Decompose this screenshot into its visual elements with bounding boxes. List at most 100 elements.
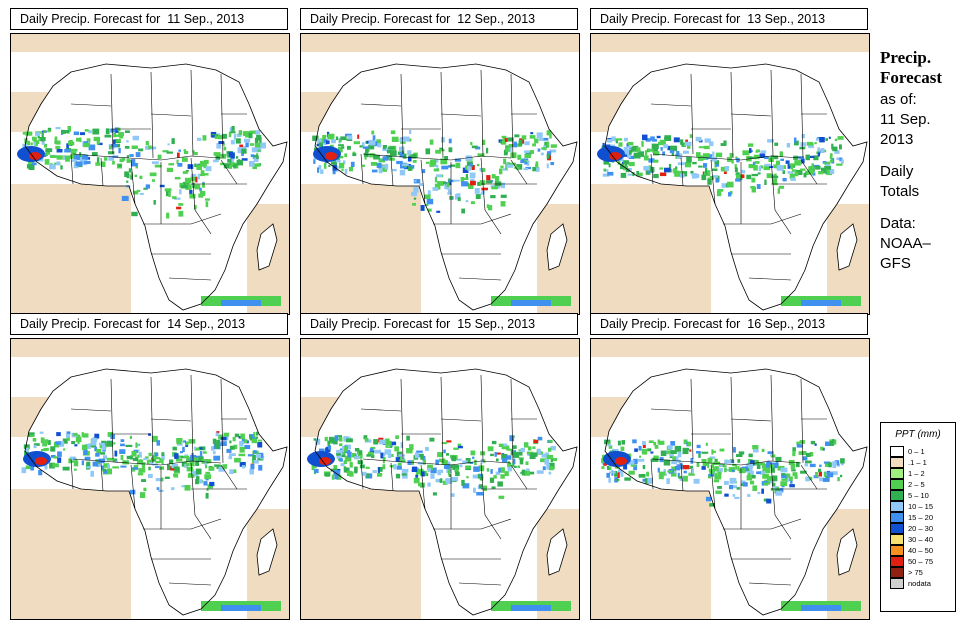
light-precip-area xyxy=(591,34,869,52)
legend-item: 2 – 5 xyxy=(890,479,955,490)
precip-cell xyxy=(32,136,37,141)
precip-cell xyxy=(204,474,212,480)
legend-label: 10 – 15 xyxy=(908,502,934,511)
country-border xyxy=(390,157,394,187)
precip-cell xyxy=(253,450,257,454)
precip-cell xyxy=(406,435,410,441)
precip-cell xyxy=(836,163,843,166)
precip-cell xyxy=(204,173,209,176)
precip-cell xyxy=(100,452,106,455)
precip-cell xyxy=(229,469,234,475)
precip-cell xyxy=(712,450,717,453)
precip-cell xyxy=(642,441,646,445)
precip-cell xyxy=(742,150,750,156)
precip-cell xyxy=(818,171,824,175)
precip-cell xyxy=(426,198,434,205)
legend-item: 5 – 10 xyxy=(890,490,955,501)
precip-cell xyxy=(96,463,101,468)
precip-cell xyxy=(401,470,408,475)
precip-cell xyxy=(839,157,843,162)
precip-cell xyxy=(200,160,207,167)
precip-cell xyxy=(252,454,256,460)
precip-cell xyxy=(732,463,737,467)
precip-cell xyxy=(840,458,845,464)
precip-cell xyxy=(435,459,439,465)
precip-cell xyxy=(716,468,723,472)
country-border xyxy=(100,462,104,492)
precip-cell xyxy=(705,168,708,174)
precip-cell xyxy=(75,436,82,442)
precip-cell xyxy=(794,140,799,146)
precip-cell xyxy=(366,140,370,144)
precip-cell xyxy=(145,146,151,150)
precip-cell xyxy=(764,179,767,185)
precip-cell xyxy=(47,127,52,132)
precip-cell xyxy=(675,166,678,169)
precip-cell xyxy=(92,461,99,467)
precip-cell xyxy=(766,173,772,179)
precip-cell xyxy=(254,460,259,464)
precip-cell xyxy=(71,441,76,445)
precip-cell xyxy=(317,139,322,144)
precip-cell xyxy=(704,138,711,143)
precip-cell xyxy=(141,463,145,470)
precip-cell xyxy=(56,149,63,153)
precip-cell xyxy=(541,147,547,150)
legend-label: 50 – 75 xyxy=(908,557,934,566)
precip-cell xyxy=(251,147,259,153)
precip-cell xyxy=(477,163,480,167)
precip-cell xyxy=(229,440,232,444)
precip-cell xyxy=(233,444,238,450)
precip-cell xyxy=(136,459,142,465)
precip-cell xyxy=(447,192,452,195)
legend-swatch xyxy=(890,512,904,523)
precip-cell xyxy=(412,203,416,206)
precip-cell xyxy=(781,478,787,481)
precip-cell xyxy=(758,166,762,172)
precip-cell xyxy=(412,160,417,163)
precip-cell xyxy=(393,464,397,470)
precip-cell xyxy=(458,445,463,449)
precip-cell xyxy=(609,471,616,474)
precip-cell xyxy=(824,161,831,166)
precip-cell xyxy=(159,184,165,188)
precip-cell xyxy=(72,159,77,162)
precip-cell xyxy=(200,479,203,484)
precip-cell xyxy=(775,160,780,165)
country-border xyxy=(190,69,194,157)
precip-cell xyxy=(135,442,138,448)
precip-cell xyxy=(512,452,520,458)
country-border xyxy=(360,408,402,412)
precip-cell xyxy=(213,152,221,156)
precip-cell xyxy=(441,137,445,143)
precip-cell xyxy=(255,436,259,439)
panel-title: Daily Precip. Forecast for 15 Sep., 2013 xyxy=(300,313,578,335)
precip-cell xyxy=(318,142,323,147)
precip-cell xyxy=(550,144,557,148)
precip-cell xyxy=(236,133,242,137)
precip-cell xyxy=(175,458,183,462)
precip-cell xyxy=(705,496,712,502)
precip-cell xyxy=(753,154,760,160)
precip-cell xyxy=(544,141,549,148)
precip-cell xyxy=(678,475,682,479)
precip-cell xyxy=(370,162,378,166)
precip-cell xyxy=(178,149,181,152)
precip-cell xyxy=(447,189,451,193)
precip-cell xyxy=(373,154,380,160)
precip-cell xyxy=(750,475,756,479)
precip-cell xyxy=(137,472,144,476)
country-border xyxy=(143,518,222,530)
precip-cell xyxy=(653,151,660,156)
precip-cell xyxy=(780,481,787,486)
precip-cell xyxy=(747,494,751,497)
precip-cell xyxy=(32,162,37,166)
panel-title: Daily Precip. Forecast for 12 Sep., 2013 xyxy=(300,8,578,30)
precip-cell xyxy=(340,136,347,140)
precip-cell xyxy=(465,458,471,464)
precip-cell xyxy=(340,463,345,467)
precip-cell xyxy=(227,164,231,168)
precip-cell xyxy=(255,431,259,436)
forecast-panel-4: Daily Precip. Forecast for 14 Sep., 2013 xyxy=(10,313,298,623)
precip-cell xyxy=(338,139,342,143)
